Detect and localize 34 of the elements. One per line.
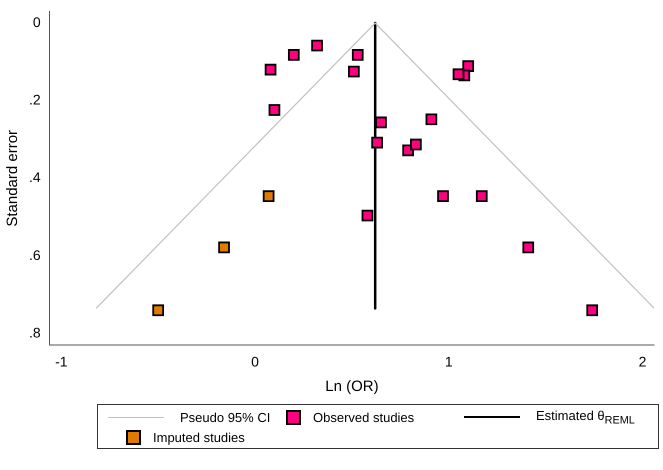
- y-axis-title: Standard error: [4, 130, 22, 227]
- x-tick-label: -1: [55, 353, 68, 370]
- point: [375, 116, 387, 128]
- point: [152, 304, 164, 316]
- point: [348, 66, 360, 78]
- point: [410, 138, 422, 150]
- x-tick-label: 2: [638, 353, 647, 370]
- point: [311, 40, 323, 52]
- y-tick-label: 0: [32, 14, 41, 30]
- legend-label: Observed studies: [313, 410, 414, 425]
- point: [371, 136, 383, 148]
- x-tick-label: 0: [251, 353, 260, 370]
- point: [522, 242, 534, 254]
- point: [262, 190, 274, 202]
- point: [426, 113, 438, 126]
- point: [288, 49, 300, 61]
- x-tick-label: 1: [444, 353, 453, 370]
- point: [586, 304, 598, 316]
- legend-label: Imputed studies: [153, 430, 245, 445]
- point: [362, 210, 374, 222]
- y-tick-label: .8: [28, 324, 41, 340]
- y-tick-label: .4: [28, 169, 41, 186]
- legend-label: Pseudo 95% CI: [180, 410, 270, 425]
- legend-label: Estimated θ$_{REML}$: [536, 408, 635, 427]
- point: [437, 190, 449, 202]
- y-tick-label: .6: [28, 246, 41, 263]
- point: [218, 242, 230, 254]
- point: [352, 49, 364, 61]
- y-tick-label: .2: [28, 92, 41, 108]
- point: [268, 104, 280, 116]
- x-axis-title: Ln (OR): [325, 378, 379, 396]
- point: [264, 64, 276, 76]
- point: [476, 190, 488, 202]
- point: [452, 68, 464, 80]
